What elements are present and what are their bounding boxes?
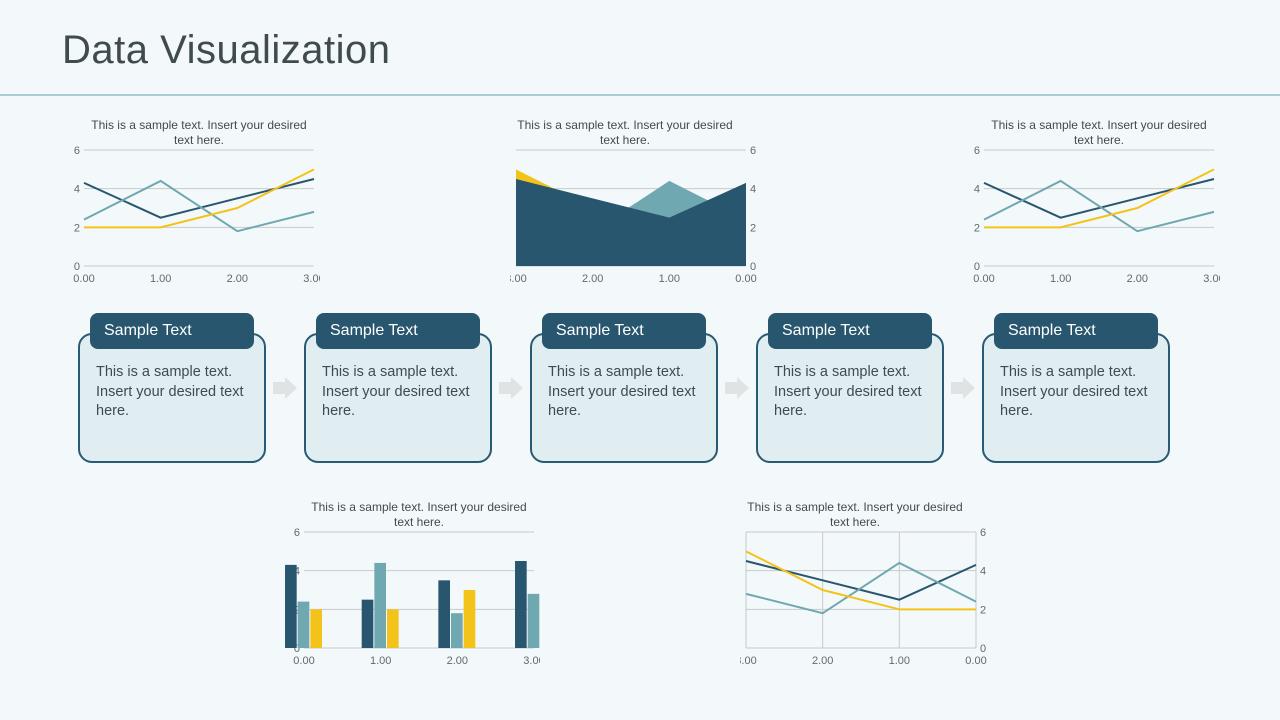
process-card: This is a sample text. Insert your desir… xyxy=(756,313,944,463)
svg-text:2: 2 xyxy=(750,222,756,234)
card-body: This is a sample text. Insert your desir… xyxy=(530,333,718,463)
card-text: This is a sample text. Insert your desir… xyxy=(548,363,700,422)
line-chart-3: This is a sample text. Insert your desir… xyxy=(740,500,1000,670)
arrow-icon xyxy=(492,374,530,402)
chart-subtitle: This is a sample text. Insert your desir… xyxy=(740,500,970,530)
card-head: Sample Text xyxy=(768,313,932,349)
arrow-icon xyxy=(266,374,304,402)
card-text: This is a sample text. Insert your desir… xyxy=(322,363,474,422)
svg-text:0: 0 xyxy=(750,261,756,273)
card-head: Sample Text xyxy=(994,313,1158,349)
svg-text:1.00: 1.00 xyxy=(889,655,910,667)
card-text: This is a sample text. Insert your desir… xyxy=(96,363,248,422)
svg-text:4: 4 xyxy=(980,566,986,578)
chart-subtitle: This is a sample text. Insert your desir… xyxy=(304,500,534,530)
svg-text:1.00: 1.00 xyxy=(150,273,171,285)
svg-text:0.00: 0.00 xyxy=(293,655,314,667)
process-row: This is a sample text. Insert your desir… xyxy=(78,313,1218,463)
slide: Data Visualization This is a sample text… xyxy=(0,0,1280,720)
card-body: This is a sample text. Insert your desir… xyxy=(982,333,1170,463)
svg-text:2: 2 xyxy=(980,604,986,616)
svg-text:3.00: 3.00 xyxy=(740,655,757,667)
svg-text:1.00: 1.00 xyxy=(659,273,680,285)
line-chart-2: This is a sample text. Insert your desir… xyxy=(960,118,1220,288)
chart-subtitle: This is a sample text. Insert your desir… xyxy=(984,118,1214,148)
area-chart: This is a sample text. Insert your desir… xyxy=(510,118,770,288)
arrow-icon xyxy=(718,374,756,402)
svg-text:0.00: 0.00 xyxy=(73,273,94,285)
arrow-icon xyxy=(944,374,982,402)
process-card: This is a sample text. Insert your desir… xyxy=(530,313,718,463)
svg-text:2: 2 xyxy=(974,222,980,234)
svg-text:2.00: 2.00 xyxy=(227,273,248,285)
svg-text:0.00: 0.00 xyxy=(965,655,986,667)
svg-text:4: 4 xyxy=(974,184,980,196)
svg-text:2.00: 2.00 xyxy=(1127,273,1148,285)
svg-text:6: 6 xyxy=(980,527,986,539)
svg-text:0: 0 xyxy=(980,643,986,655)
process-card: This is a sample text. Insert your desir… xyxy=(78,313,266,463)
card-body: This is a sample text. Insert your desir… xyxy=(78,333,266,463)
svg-text:0.00: 0.00 xyxy=(735,273,756,285)
chart-subtitle: This is a sample text. Insert your desir… xyxy=(510,118,740,148)
card-text: This is a sample text. Insert your desir… xyxy=(1000,363,1152,422)
svg-text:3.00: 3.00 xyxy=(303,273,320,285)
card-head: Sample Text xyxy=(542,313,706,349)
card-body: This is a sample text. Insert your desir… xyxy=(756,333,944,463)
card-body: This is a sample text. Insert your desir… xyxy=(304,333,492,463)
svg-text:6: 6 xyxy=(74,145,80,157)
svg-text:6: 6 xyxy=(974,145,980,157)
svg-text:2.00: 2.00 xyxy=(447,655,468,667)
svg-text:2.00: 2.00 xyxy=(582,273,603,285)
svg-text:0.00: 0.00 xyxy=(973,273,994,285)
svg-text:6: 6 xyxy=(294,527,300,539)
line-chart-1: This is a sample text. Insert your desir… xyxy=(60,118,320,288)
svg-text:0: 0 xyxy=(74,261,80,273)
svg-text:1.00: 1.00 xyxy=(370,655,391,667)
divider xyxy=(0,94,1280,96)
svg-text:3.00: 3.00 xyxy=(1203,273,1220,285)
svg-text:3.00: 3.00 xyxy=(510,273,527,285)
svg-text:2: 2 xyxy=(74,222,80,234)
svg-text:1.00: 1.00 xyxy=(1050,273,1071,285)
page-title: Data Visualization xyxy=(62,28,390,73)
bar-chart: This is a sample text. Insert your desir… xyxy=(280,500,540,670)
card-head: Sample Text xyxy=(316,313,480,349)
svg-text:4: 4 xyxy=(750,184,756,196)
svg-text:2.00: 2.00 xyxy=(812,655,833,667)
card-text: This is a sample text. Insert your desir… xyxy=(774,363,926,422)
process-card: This is a sample text. Insert your desir… xyxy=(304,313,492,463)
svg-text:0: 0 xyxy=(974,261,980,273)
card-head: Sample Text xyxy=(90,313,254,349)
chart-subtitle: This is a sample text. Insert your desir… xyxy=(84,118,314,148)
process-card: This is a sample text. Insert your desir… xyxy=(982,313,1170,463)
svg-text:4: 4 xyxy=(74,184,80,196)
svg-text:6: 6 xyxy=(750,145,756,157)
svg-text:3.00: 3.00 xyxy=(523,655,540,667)
